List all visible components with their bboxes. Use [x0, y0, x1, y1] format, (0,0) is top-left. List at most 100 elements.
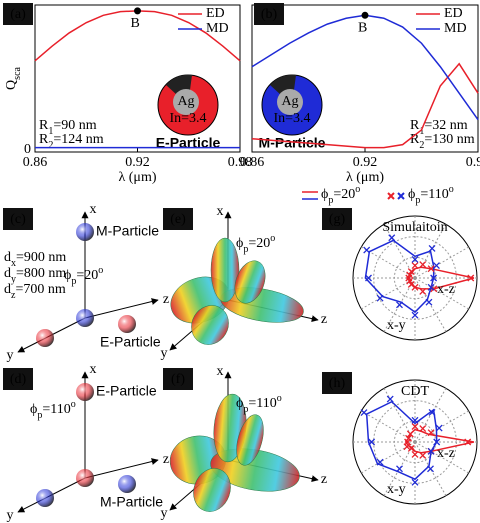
sphere [118, 475, 136, 493]
particle-label: M-Particle [96, 223, 159, 239]
text-part: sca [12, 66, 23, 79]
pattern-lobe [234, 260, 266, 304]
polar-spoke [414, 410, 469, 443]
text-part: p [243, 404, 248, 415]
x-tick-label: 0.86 [23, 155, 48, 170]
polar-cross [433, 438, 441, 446]
axis-label: x [217, 204, 224, 219]
polar-cross [365, 274, 372, 282]
polar-cross [386, 395, 394, 403]
angle-label: ϕp=20o [236, 233, 275, 255]
polar-cross [406, 430, 414, 438]
core-label: Ag [177, 94, 194, 109]
particle-name: M-Particle [259, 135, 326, 151]
axis-label: y [161, 506, 168, 521]
text-part: d [4, 266, 11, 281]
text-part: =130 nm [424, 132, 474, 147]
text-part: =110 [248, 396, 276, 411]
polar-cross [376, 294, 384, 302]
text-part: z [11, 290, 16, 301]
axis-label: x [217, 364, 224, 379]
shell-label: In=3.4 [169, 111, 206, 126]
polar-cross [428, 245, 436, 252]
text-part: ϕ [30, 402, 37, 417]
x-axis-label: λ (μm) [118, 170, 156, 185]
panel-label: (c) [10, 212, 26, 227]
polar-line [406, 266, 475, 290]
text-part: o [355, 184, 360, 195]
axis [84, 458, 159, 479]
sphere [76, 309, 94, 327]
text-part: R [410, 132, 420, 147]
point-marker [134, 7, 141, 15]
polar-cross [411, 450, 419, 458]
text-part: =20 [248, 236, 270, 251]
text-part: R [39, 132, 49, 147]
polar-cross [419, 451, 427, 459]
shell-label: In=3.4 [273, 111, 310, 126]
polar-cross [430, 274, 438, 282]
text-part: =900 nm [16, 250, 66, 265]
pattern-lobe [191, 305, 229, 345]
polar-cross [411, 311, 419, 319]
panel-label-box [322, 208, 352, 230]
axis-label: x [90, 362, 97, 377]
sphere [76, 469, 94, 487]
legend-label: MD [444, 21, 467, 36]
polar-cross [407, 268, 415, 276]
panel-label-box [163, 368, 193, 390]
polar-cross [428, 409, 436, 416]
polar-cross [464, 438, 472, 446]
text-part: =110 [420, 187, 448, 202]
axis-label: y [161, 346, 168, 361]
panel-label: (a) [10, 7, 26, 22]
x-tick-label: 0.92 [353, 155, 378, 170]
axis-label: x [90, 202, 97, 217]
angle-label: ϕp=20o [64, 265, 103, 287]
text-part: p [328, 195, 333, 206]
polar-cross [411, 262, 419, 270]
parameter: R1=90 nm [39, 118, 97, 137]
parameter: R2=124 nm [39, 132, 104, 151]
polar-cross [403, 443, 411, 451]
text-part: Q [4, 80, 19, 90]
axis-label: y [7, 348, 14, 363]
polar-cross [427, 447, 435, 455]
text-part: o [277, 393, 282, 404]
x-tick-label: 0.86 [240, 155, 265, 170]
parameter: dy=800 nm [4, 266, 66, 285]
sphere [118, 315, 136, 333]
text-part: R [410, 118, 420, 133]
x-tick-label: 0.98 [466, 155, 480, 170]
y-tick-label: 0 [24, 142, 31, 157]
polar-cross [407, 444, 415, 452]
polar-cross [360, 409, 368, 417]
polar-spoke [414, 246, 469, 279]
angle-label: ϕp=110o [236, 393, 282, 415]
text-part: =20 [333, 187, 355, 202]
legend-label: ϕp=110o [408, 184, 454, 206]
core-label: Ag [281, 94, 298, 109]
pattern-lobe [193, 468, 231, 512]
panel-label-box [3, 368, 33, 390]
panel-label-box [3, 208, 33, 230]
legend-swatch [387, 192, 395, 200]
text-part: =90 nm [53, 118, 96, 133]
series-line [251, 62, 479, 149]
text-part: p [71, 276, 76, 287]
text-part: =124 nm [53, 132, 103, 147]
axis-label: z [321, 312, 327, 327]
core [173, 89, 199, 115]
sphere [36, 489, 54, 507]
point-label: B [358, 21, 367, 36]
text-part: ϕ [408, 187, 415, 202]
plane-label: x-y [387, 482, 406, 497]
panel-label-box [163, 208, 193, 230]
polar-line [404, 428, 475, 454]
angle-label: ϕp=110o [30, 399, 76, 421]
parameter: R1=32 nm [410, 118, 468, 137]
polar-title: CDT [401, 384, 429, 399]
text-part: o [270, 233, 275, 244]
text-part: d [4, 250, 11, 265]
